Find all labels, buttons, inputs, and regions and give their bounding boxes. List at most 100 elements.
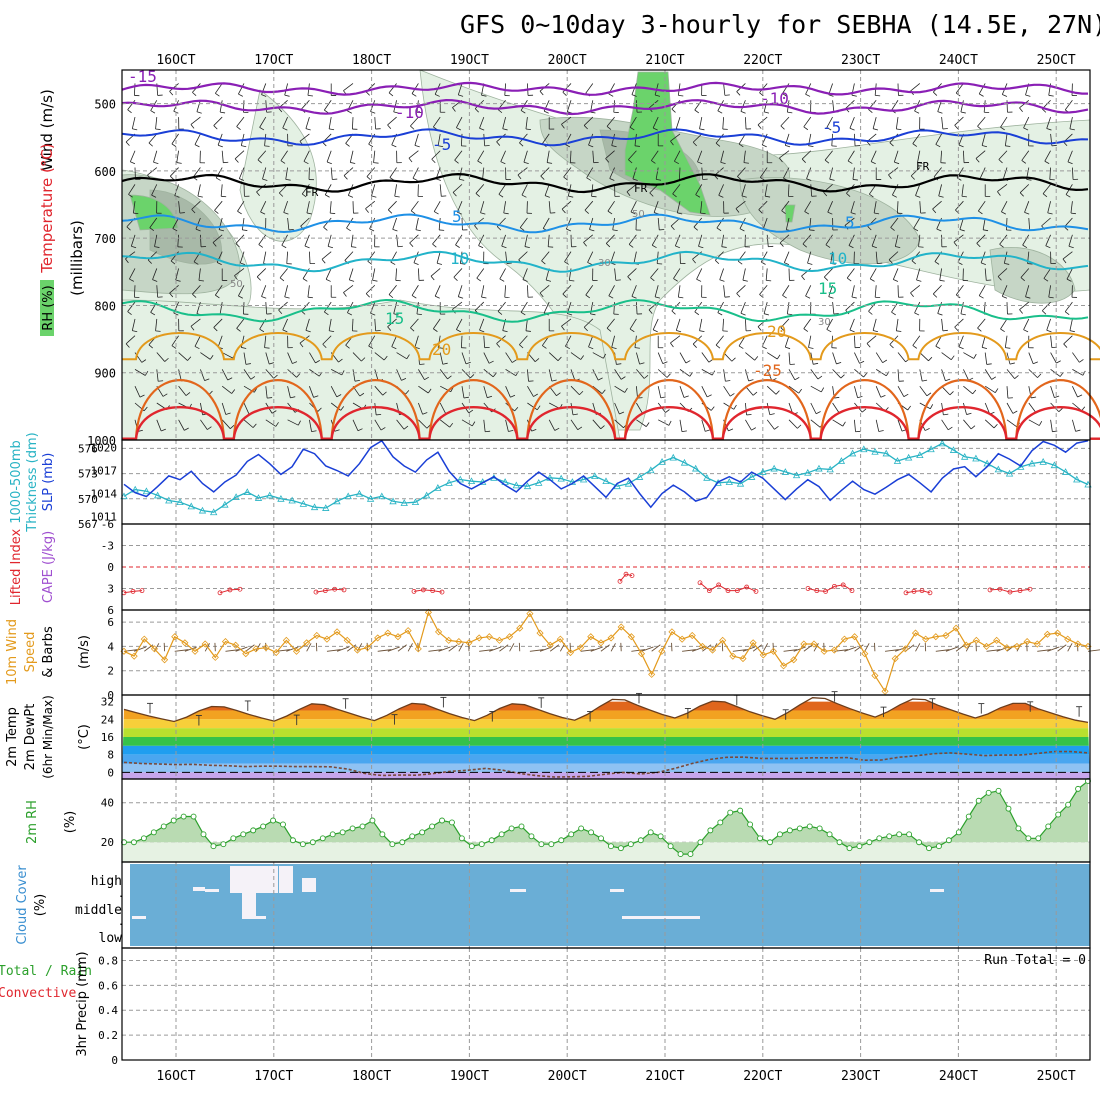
- wind10-point: [698, 642, 706, 650]
- wind-barb-flag: [590, 313, 596, 316]
- wind-barb-flag: [434, 211, 439, 215]
- thickness-point: [165, 496, 173, 504]
- wind-barb: [762, 217, 768, 230]
- wind-barb-flag: [500, 161, 506, 165]
- wind-barb-flag: [892, 194, 897, 198]
- wind-barb-flag: [973, 353, 977, 359]
- wind-barb: [636, 352, 640, 365]
- wind-barb-flag: [998, 159, 1003, 164]
- wind-barb: [483, 335, 486, 348]
- wind-barb: [670, 335, 681, 344]
- wind-barb: [895, 318, 899, 331]
- wind-barb-flag: [460, 263, 466, 265]
- li-point: [332, 586, 338, 592]
- wind-barb-flag: [367, 261, 373, 265]
- wind-barb: [764, 184, 768, 197]
- wind-barb-flag: [278, 107, 283, 113]
- wind10-barb: [306, 643, 312, 652]
- rh2m-point: [339, 829, 346, 836]
- wind-barb: [374, 402, 377, 415]
- wind10-barb: [580, 649, 595, 652]
- wind-barb-flag: [297, 420, 301, 426]
- wind-barb: [916, 268, 921, 281]
- wind10-barb: [326, 649, 341, 652]
- pressure-tick-label: 600: [94, 165, 116, 179]
- wind-barb-flag: [415, 229, 421, 232]
- wind-barb-flag: [672, 193, 677, 198]
- wind-barb-flag: [737, 176, 742, 181]
- wind-barb-flag: [437, 262, 443, 265]
- wind-barb: [1049, 167, 1051, 180]
- wind-barb-flag: [347, 312, 352, 316]
- rh2m-point: [449, 819, 455, 826]
- wind-barb: [630, 201, 637, 213]
- thickness-point: [557, 474, 565, 482]
- wind-barb: [804, 200, 812, 212]
- wind-barb-flag: [813, 362, 819, 365]
- rh2m-point: [568, 831, 575, 838]
- thickness-point: [736, 479, 745, 487]
- x-tick-top: 19OCT: [450, 53, 489, 68]
- wind-barb-flag: [731, 357, 736, 362]
- wind10-point: [891, 655, 899, 663]
- wind-barb-flag: [151, 194, 157, 198]
- wind-barb: [849, 116, 855, 129]
- wind-barb: [497, 301, 506, 312]
- thickness-point: [1050, 461, 1059, 469]
- wind-barb-flag: [801, 275, 805, 281]
- wind-barb: [284, 285, 288, 298]
- wind-barb-flag: [185, 392, 191, 396]
- wind-barb: [766, 402, 771, 415]
- wind-barb-flag: [347, 110, 352, 114]
- wind-barb: [154, 234, 158, 247]
- wind-barb: [1064, 301, 1073, 312]
- wind-barb-flag: [809, 229, 815, 231]
- wind-barb-flag: [922, 379, 928, 382]
- wind-barb-flag: [317, 407, 322, 412]
- wind-barb: [960, 302, 964, 314]
- wind-barb: [237, 200, 245, 212]
- wind-barb-flag: [1005, 347, 1011, 349]
- wind-barb: [648, 99, 659, 109]
- wind-barb: [258, 234, 267, 245]
- wind-barb-flag: [522, 279, 528, 282]
- wind-barb: [697, 150, 703, 163]
- rh2m-point: [1035, 835, 1042, 842]
- wind-barb-flag: [728, 428, 734, 432]
- wind-barb: [437, 133, 441, 146]
- wind-barb: [745, 369, 749, 382]
- wind-barb: [256, 268, 267, 278]
- wind-barb: [156, 285, 159, 298]
- wind-barb-flag: [878, 430, 884, 432]
- wind-barb-flag: [851, 94, 857, 97]
- thickness-point: [602, 477, 610, 485]
- wind-barb-flag: [241, 347, 247, 349]
- wind10-unit-label: (m/s): [77, 635, 92, 669]
- thickness-point: [579, 475, 588, 483]
- wind-barb-flag: [365, 91, 370, 96]
- rh2m-label: 2m RH: [25, 800, 40, 844]
- thickness-tick-label: 570: [78, 493, 98, 506]
- wind-barb-flag: [1031, 396, 1037, 399]
- li-point: [420, 587, 426, 593]
- wind-barb-flag: [606, 126, 612, 130]
- rh2m-point: [280, 821, 286, 828]
- wind-barb-flag: [410, 125, 415, 130]
- wind-barb: [265, 302, 268, 315]
- wind-barb-flag: [733, 404, 737, 410]
- wind-barb-flag: [1021, 160, 1027, 164]
- rh2m-point: [548, 841, 555, 848]
- wind-barb-flag: [861, 408, 867, 413]
- wind10-point: [435, 628, 443, 636]
- wind-barb: [330, 385, 338, 398]
- wind-barb-flag: [480, 212, 486, 215]
- wind-barb-flag: [546, 279, 552, 282]
- panel-frame: [121, 439, 1091, 525]
- wind-barb: [343, 167, 354, 176]
- wind-barb: [766, 234, 769, 247]
- contour-label: 15: [818, 279, 837, 298]
- wind-barb-flag: [970, 425, 976, 430]
- wind-barb-flag: [187, 356, 192, 361]
- wind-barb-flag: [325, 194, 330, 198]
- wind-barb-flag: [1012, 410, 1018, 414]
